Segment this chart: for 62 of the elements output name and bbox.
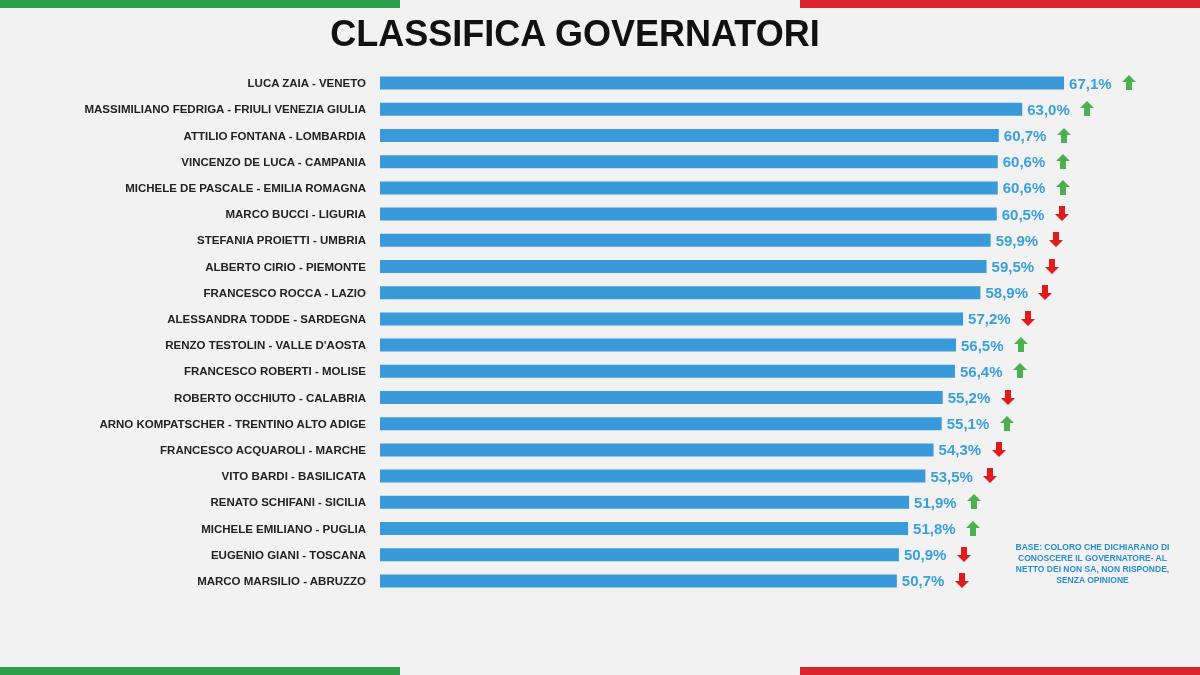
data-label: 54,3% <box>938 441 982 459</box>
data-label: 60,5% <box>1001 205 1045 223</box>
y-tick-label: MICHELE DE PASCALE - EMILIA ROMAGNA <box>125 181 366 194</box>
y-tick-label: MARCO BUCCI - LIGURIA <box>225 208 366 221</box>
y-tick-label: MASSIMILIANO FEDRIGA - FRIULI VENEZIA GIULIA <box>84 103 366 116</box>
bar <box>380 129 999 142</box>
bar <box>380 574 897 588</box>
bar <box>380 469 926 483</box>
y-tick-label: FRANCESCO ROBERTI - MOLISE <box>183 365 367 378</box>
data-label: 53,5% <box>930 467 973 485</box>
y-tick-label: ALESSANDRA TODDE - SARDEGNA <box>167 312 366 325</box>
y-tick-label: RENATO SCHIFANI - SICILIA <box>210 496 366 509</box>
data-label: 57,2% <box>968 310 1011 328</box>
data-label: 55,2% <box>947 389 991 406</box>
bar <box>380 286 981 300</box>
bar <box>380 181 998 195</box>
annotation: BASE: COLORO CHE DICHIARANO DI CONOSCERE IL GOVERNATORE- AL NETTO DEI NON SA, NON RISPONDE, SENZA OPINIONE <box>1014 542 1171 586</box>
data-label: 59,5% <box>991 258 1035 275</box>
bar <box>380 495 910 509</box>
y-tick-label: ATTILIO FONTANA - LOMBARDIA <box>183 129 366 142</box>
y-tick-label: FRANCESCO ROCCA - LAZIO <box>203 286 367 299</box>
bar <box>380 417 942 431</box>
data-label: 56,4% <box>959 362 1003 380</box>
bar <box>380 522 909 535</box>
bar <box>380 364 955 378</box>
data-label: 51,9% <box>914 493 957 511</box>
bar <box>380 548 899 562</box>
data-label: 60,6% <box>1002 153 1046 171</box>
data-label: 50,9% <box>903 546 947 564</box>
y-tick-label: MARCO MARSILIO - ABRUZZO <box>197 574 367 587</box>
y-tick-label: ARNO KOMPATSCHER - TRENTINO ALTO ADIGE <box>99 417 367 430</box>
y-tick-label: MICHELE EMILIANO - PUGLIA <box>201 522 366 535</box>
data-label: 56,5% <box>960 336 1004 354</box>
data-label: 51,8% <box>913 520 956 537</box>
y-tick-label: LUCA ZAIA - VENETO <box>247 77 367 90</box>
bar <box>380 260 987 273</box>
y-tick-label: RENZO TESTOLIN - VALLE D'AOSTA <box>165 339 366 352</box>
y-tick-label: ROBERTO OCCHIUTO - CALABRIA <box>174 391 366 404</box>
bar <box>380 207 997 221</box>
bar <box>380 76 1065 90</box>
data-label: 50,7% <box>901 572 945 590</box>
bar <box>380 443 934 457</box>
data-label: 63,0% <box>1027 100 1070 118</box>
bar <box>380 102 1023 116</box>
y-tick-label: ALBERTO CIRIO - PIEMONTE <box>205 260 367 273</box>
data-label: 58,9% <box>985 284 1028 302</box>
chart-title: CLASSIFICA GOVERNATORI <box>330 12 820 54</box>
data-label: 67,1% <box>1069 74 1112 92</box>
bar <box>380 233 991 247</box>
y-tick-label: FRANCESCO ACQUAROLI - MARCHE <box>160 443 367 456</box>
bar <box>380 155 998 169</box>
data-label: 55,1% <box>946 415 990 433</box>
y-tick-label: VITO BARDI - BASILICATA <box>221 470 366 483</box>
data-label: 60,7% <box>1003 127 1047 144</box>
data-label: 60,6% <box>1002 179 1046 197</box>
bar <box>380 391 943 404</box>
bar <box>380 338 956 352</box>
bar <box>380 312 964 326</box>
y-tick-label: EUGENIO GIANI - TOSCANA <box>210 548 366 561</box>
data-label: 59,9% <box>995 231 1039 249</box>
y-tick-label: VINCENZO DE LUCA - CAMPANIA <box>181 155 366 168</box>
y-tick-label: STEFANIA PROIETTI - UMBRIA <box>197 234 366 247</box>
